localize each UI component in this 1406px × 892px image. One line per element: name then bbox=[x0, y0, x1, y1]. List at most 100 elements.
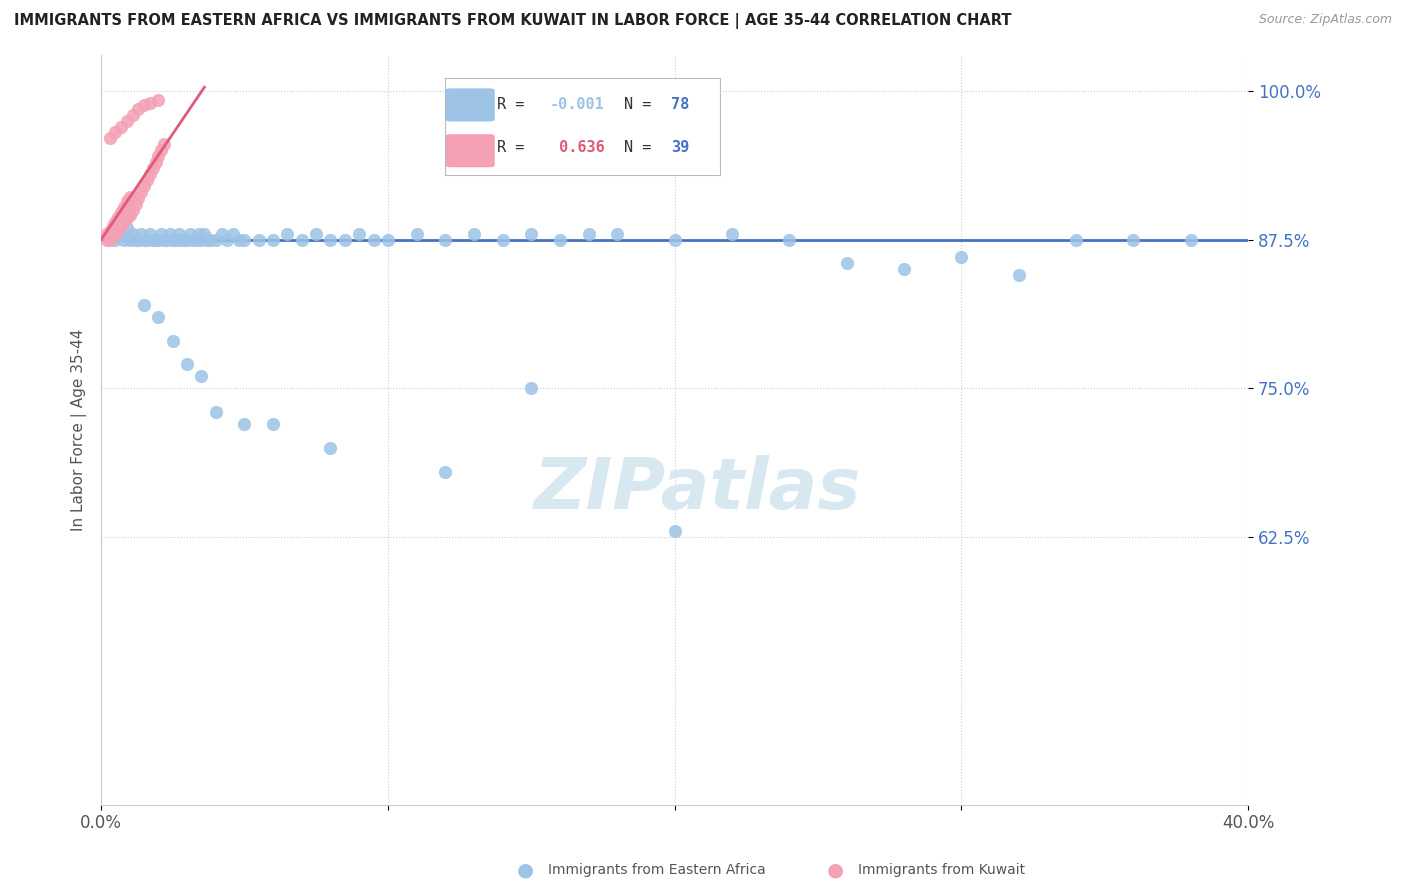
Point bbox=[121, 108, 143, 122]
Point bbox=[153, 137, 176, 152]
Point bbox=[145, 155, 167, 169]
Point bbox=[578, 227, 600, 241]
Point bbox=[778, 233, 800, 247]
Point bbox=[721, 227, 744, 241]
Point bbox=[104, 126, 127, 140]
Point bbox=[319, 233, 342, 247]
Point bbox=[233, 233, 256, 247]
Point bbox=[247, 233, 270, 247]
Point bbox=[112, 201, 135, 215]
Point bbox=[134, 98, 156, 112]
Point bbox=[118, 208, 141, 222]
Point bbox=[222, 227, 245, 241]
Point bbox=[276, 227, 298, 241]
Point bbox=[664, 233, 686, 247]
Point bbox=[190, 233, 212, 247]
Point bbox=[217, 233, 239, 247]
Point bbox=[153, 233, 176, 247]
Point bbox=[181, 233, 204, 247]
Point bbox=[170, 233, 193, 247]
Point bbox=[377, 233, 399, 247]
Point bbox=[148, 94, 170, 108]
Point bbox=[139, 227, 162, 241]
Point bbox=[145, 233, 167, 247]
Point bbox=[127, 102, 149, 116]
Point bbox=[127, 233, 149, 247]
Point bbox=[115, 220, 138, 235]
Point bbox=[124, 233, 146, 247]
Point bbox=[162, 233, 184, 247]
Point bbox=[98, 131, 121, 145]
Point bbox=[1180, 233, 1202, 247]
Point bbox=[405, 227, 427, 241]
Text: Source: ZipAtlas.com: Source: ZipAtlas.com bbox=[1258, 13, 1392, 27]
Point bbox=[190, 369, 212, 384]
Point bbox=[198, 233, 221, 247]
Point bbox=[491, 233, 513, 247]
Text: ●: ● bbox=[827, 860, 844, 880]
Point bbox=[184, 233, 207, 247]
Point bbox=[233, 417, 256, 431]
Point bbox=[291, 233, 314, 247]
Point bbox=[112, 233, 135, 247]
Point bbox=[434, 465, 457, 479]
Point bbox=[110, 205, 132, 219]
Point bbox=[98, 233, 121, 247]
Point bbox=[363, 233, 385, 247]
Point bbox=[187, 227, 209, 241]
Point bbox=[96, 227, 118, 241]
Point bbox=[520, 381, 543, 395]
Point bbox=[156, 233, 179, 247]
Point bbox=[104, 233, 127, 247]
Text: IMMIGRANTS FROM EASTERN AFRICA VS IMMIGRANTS FROM KUWAIT IN LABOR FORCE | AGE 35: IMMIGRANTS FROM EASTERN AFRICA VS IMMIGR… bbox=[14, 13, 1011, 29]
Point bbox=[193, 227, 215, 241]
Point bbox=[121, 202, 143, 217]
Point bbox=[606, 227, 628, 241]
Point bbox=[127, 191, 149, 205]
Point bbox=[305, 227, 328, 241]
Text: ●: ● bbox=[517, 860, 534, 880]
Point bbox=[96, 233, 118, 247]
Point bbox=[204, 405, 226, 419]
Point bbox=[434, 233, 457, 247]
Point bbox=[176, 358, 198, 372]
Point bbox=[176, 233, 198, 247]
Point bbox=[319, 441, 342, 455]
Point bbox=[463, 227, 485, 241]
Point bbox=[950, 251, 973, 265]
Text: ZIPatlas: ZIPatlas bbox=[534, 456, 862, 524]
Point bbox=[211, 227, 233, 241]
Point bbox=[228, 233, 250, 247]
Point bbox=[129, 185, 152, 199]
Point bbox=[179, 227, 201, 241]
Point bbox=[150, 227, 173, 241]
Point bbox=[110, 120, 132, 134]
Point bbox=[148, 149, 170, 163]
Point bbox=[262, 233, 284, 247]
Point bbox=[112, 215, 135, 229]
Text: Immigrants from Kuwait: Immigrants from Kuwait bbox=[858, 863, 1025, 877]
Point bbox=[129, 227, 152, 241]
Point bbox=[204, 233, 226, 247]
Point bbox=[104, 215, 127, 229]
Point bbox=[893, 262, 915, 277]
Point bbox=[347, 227, 370, 241]
Point bbox=[159, 227, 181, 241]
Point bbox=[98, 224, 121, 238]
Point bbox=[262, 417, 284, 431]
Point bbox=[107, 223, 129, 237]
Point bbox=[139, 95, 162, 110]
Point bbox=[115, 211, 138, 226]
Point bbox=[115, 194, 138, 209]
Point bbox=[110, 219, 132, 233]
Point bbox=[139, 167, 162, 181]
Point bbox=[101, 229, 124, 244]
Point bbox=[333, 233, 356, 247]
Point bbox=[134, 233, 156, 247]
Point bbox=[165, 233, 187, 247]
Point bbox=[104, 227, 127, 241]
Point bbox=[115, 113, 138, 128]
Point bbox=[142, 161, 165, 176]
Point bbox=[148, 310, 170, 324]
Point bbox=[150, 144, 173, 158]
